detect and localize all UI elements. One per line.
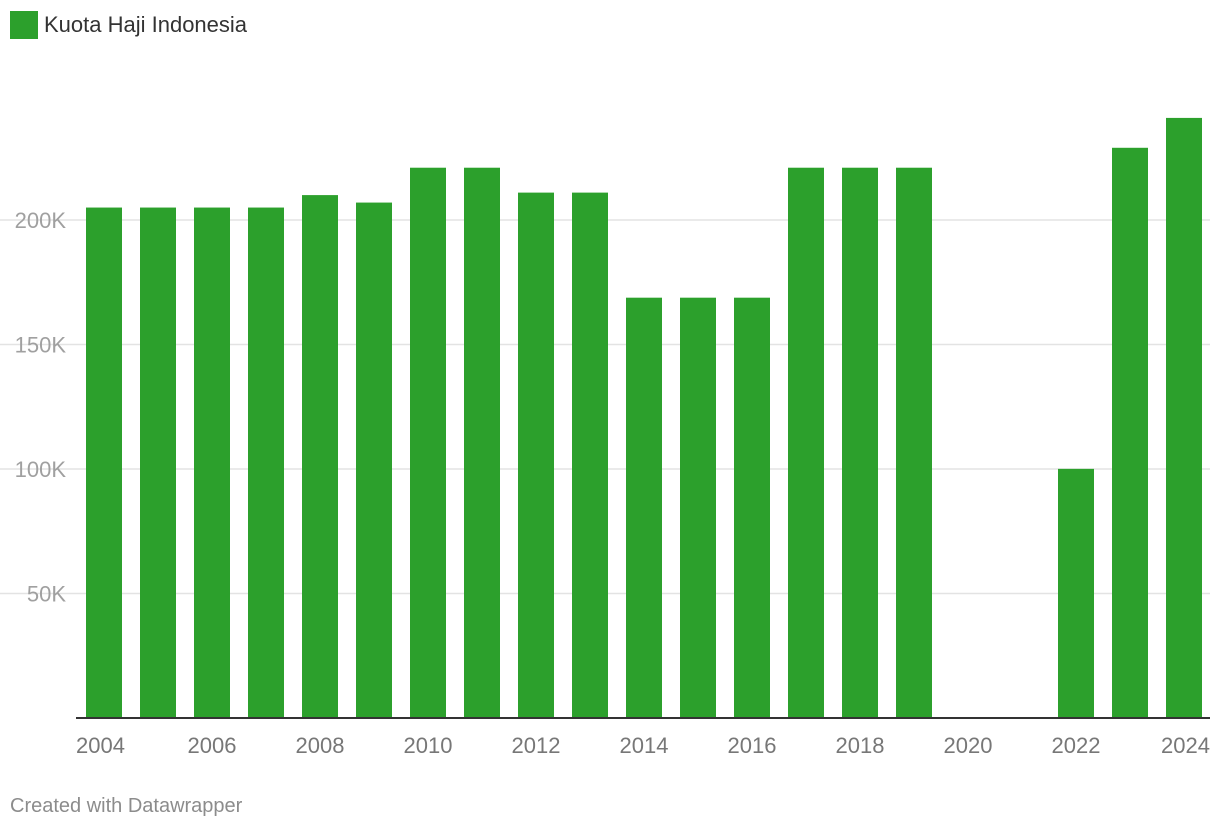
x-axis-labels: 2004 2006 2008 2010 2012 2014 2016 2018 2020 2022… xyxy=(76,733,1210,758)
x-tick-label: 2010 xyxy=(404,733,453,758)
x-tick-label: 2012 xyxy=(512,733,561,758)
legend-label: Kuota Haji Indonesia xyxy=(44,12,248,37)
bar-2014 xyxy=(626,297,662,718)
bar-2022 xyxy=(1058,468,1094,718)
bar-2010 xyxy=(410,167,446,718)
bar-2004 xyxy=(86,207,122,719)
bar-2012 xyxy=(518,192,554,719)
x-tick-label: 2016 xyxy=(728,733,777,758)
x-tick-label: 2022 xyxy=(1052,733,1101,758)
bar-2008 xyxy=(302,195,338,719)
x-tick-label: 2008 xyxy=(296,733,345,758)
x-tick-label: 2018 xyxy=(836,733,885,758)
bar-2016 xyxy=(734,297,770,718)
x-tick-label: 2020 xyxy=(944,733,993,758)
bar-2011 xyxy=(464,167,500,718)
x-tick-label: 2014 xyxy=(620,733,669,758)
bar-2005 xyxy=(140,207,176,719)
bar-2006 xyxy=(194,207,230,719)
bar-2024 xyxy=(1166,117,1202,718)
bar-2013 xyxy=(572,192,608,719)
bar-2023 xyxy=(1112,147,1148,719)
y-tick-label: 100K xyxy=(15,457,67,482)
bars xyxy=(86,117,1202,719)
x-tick-label: 2004 xyxy=(76,733,125,758)
bar-2007 xyxy=(248,207,284,719)
bar-2019 xyxy=(896,167,932,718)
bar-2017 xyxy=(788,167,824,718)
y-tick-label: 200K xyxy=(15,208,67,233)
legend-swatch xyxy=(10,11,38,39)
y-axis-labels: 50K 100K 150K 200K xyxy=(15,208,67,607)
y-tick-label: 50K xyxy=(27,582,66,607)
x-tick-label: 2006 xyxy=(188,733,237,758)
bar-2015 xyxy=(680,297,716,718)
bar-2009 xyxy=(356,202,392,718)
credit-text: Created with Datawrapper xyxy=(10,795,243,817)
legend: Kuota Haji Indonesia xyxy=(10,10,247,40)
bar-2018 xyxy=(842,167,878,718)
y-tick-label: 150K xyxy=(15,333,67,358)
x-tick-label: 2024 xyxy=(1161,733,1210,758)
